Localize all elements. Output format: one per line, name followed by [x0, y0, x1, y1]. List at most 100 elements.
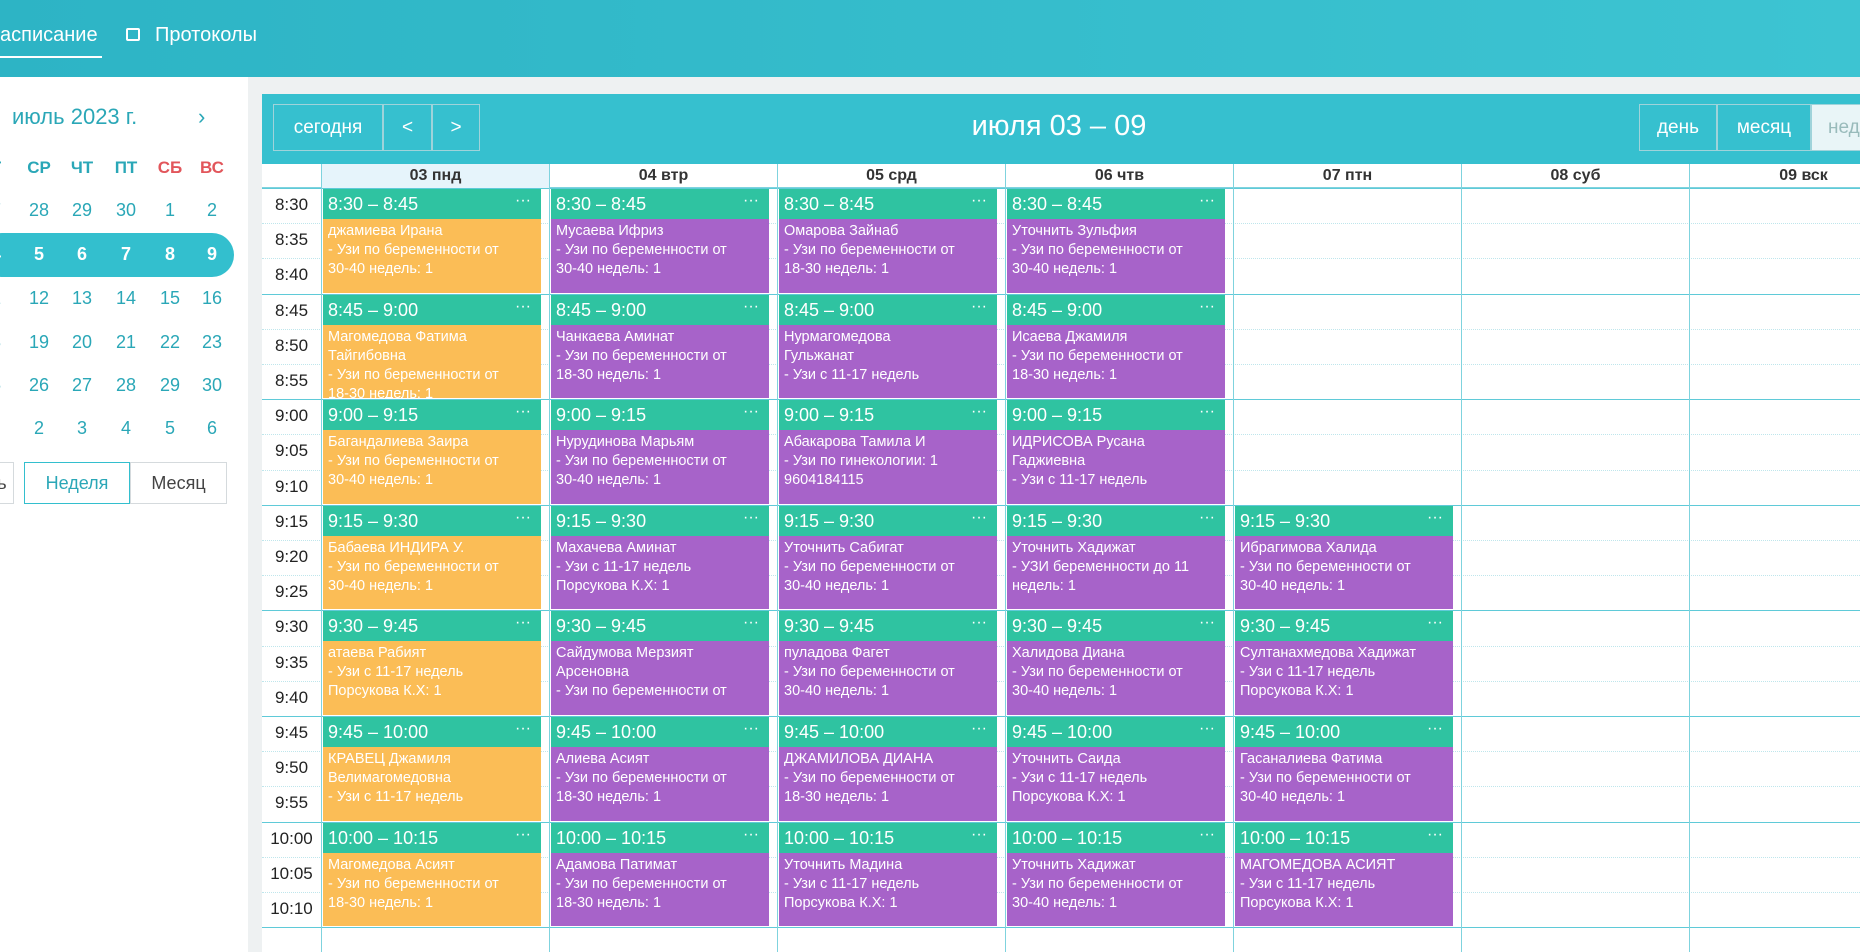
day-number[interactable]: 5 [164, 418, 175, 438]
appointment[interactable]: 9:45 – 10:00 ··· ДЖАМИЛОВА ДИАНА - Узи по б… [779, 717, 997, 821]
day-number[interactable]: 2 [206, 200, 217, 220]
nav-item[interactable]: Протоколы [155, 24, 257, 46]
month-next[interactable]: › [198, 104, 206, 129]
day-number[interactable]: 1 [0, 288, 16, 309]
day-number[interactable]: 27 [71, 375, 93, 395]
appointment[interactable]: 10:00 – 10:15 ··· Уточнить Мадина - Узи с 1… [779, 822, 997, 927]
appointment-menu[interactable]: ··· [1427, 825, 1443, 843]
day-number[interactable]: 3 [76, 418, 87, 438]
day-number[interactable]: 4 [0, 244, 16, 265]
appointment-menu[interactable]: ··· [1427, 720, 1443, 737]
appointment[interactable]: 8:45 – 9:00 ··· Исаева Джамиля - Узи по бер… [1007, 294, 1225, 399]
day-number[interactable]: 6 [206, 418, 217, 438]
day-number[interactable]: 2 [33, 418, 44, 438]
appointment-menu[interactable]: ··· [743, 720, 759, 737]
day-number[interactable]: 15 [159, 288, 181, 308]
day-number[interactable]: 6 [76, 244, 87, 264]
day-number[interactable]: 1 [164, 200, 175, 220]
appointment[interactable]: 10:00 – 10:15 ··· Уточнить Хадижат - Узи по… [1007, 822, 1225, 927]
day-number[interactable]: 28 [115, 375, 137, 395]
day-number[interactable]: 28 [28, 200, 50, 220]
appointment[interactable]: 8:30 – 8:45 ··· джамиева Ирана - Узи по бер… [323, 189, 541, 293]
appointment[interactable]: 8:45 – 9:00 ··· Нурмагомедова Гульжанат - Уз… [779, 294, 997, 399]
appointment-menu[interactable]: ··· [515, 403, 531, 421]
appointment-menu[interactable]: ··· [743, 192, 759, 209]
view-button[interactable]: Неделя [24, 462, 130, 504]
appointment[interactable]: 9:30 – 9:45 ··· Сайдумова Мерзият Арсеновна… [551, 611, 769, 715]
day-number[interactable]: 26 [28, 375, 50, 395]
appointment[interactable]: 8:30 – 8:45 ··· Уточнить Зульфия - Узи по б… [1007, 189, 1225, 293]
appointment[interactable]: 10:00 – 10:15 ··· Магомедова Асият - Узи по… [323, 822, 541, 927]
appointment-menu[interactable]: ··· [743, 297, 759, 315]
prev-button[interactable]: < [383, 104, 432, 151]
appointment[interactable]: 9:00 – 9:15 ··· ИДРИСОВА Русана Гаджиевна - … [1007, 400, 1225, 504]
today-button[interactable]: сегодня [273, 104, 383, 151]
appointment[interactable]: 9:00 – 9:15 ··· Абакарова Тамила И - Узи по… [779, 400, 997, 504]
view-button[interactable]: ь [0, 462, 14, 504]
appointment-menu[interactable]: ··· [971, 508, 987, 526]
appointment-menu[interactable]: ··· [743, 403, 759, 421]
day-number[interactable]: 4 [120, 418, 131, 438]
appointment-menu[interactable]: ··· [971, 403, 987, 421]
appointment-menu[interactable]: ··· [971, 297, 987, 315]
day-number[interactable]: 23 [201, 332, 223, 352]
appointment-menu[interactable]: ··· [1427, 614, 1443, 632]
appointment[interactable]: 8:45 – 9:00 ··· Магомедова Фатима Тайгибовн… [323, 294, 541, 399]
appointment[interactable]: 9:45 – 10:00 ··· Гасаналиева Фатима - Узи п… [1235, 717, 1453, 821]
appointment-menu[interactable]: ··· [743, 825, 759, 843]
day-number[interactable]: 12 [28, 288, 50, 308]
appointment[interactable]: 9:30 – 9:45 ··· атаева Рабият - Узи с 11-17… [323, 611, 541, 715]
view-tab[interactable]: месяц [1717, 104, 1811, 151]
day-number[interactable]: 20 [71, 332, 93, 352]
appointment-menu[interactable]: ··· [1199, 403, 1215, 421]
day-number[interactable]: 16 [201, 288, 223, 308]
appointment[interactable]: 9:00 – 9:15 ··· Нурудинова Марьям - Узи по … [551, 400, 769, 504]
day-number[interactable]: 19 [28, 332, 50, 352]
day-number[interactable]: 29 [71, 200, 93, 220]
appointment-menu[interactable]: ··· [515, 508, 531, 526]
appointment-menu[interactable]: ··· [743, 614, 759, 632]
day-number[interactable]: 21 [115, 332, 137, 352]
appointment[interactable]: 9:00 – 9:15 ··· Багандалиева Заира - Узи по… [323, 400, 541, 504]
appointment-menu[interactable]: ··· [1199, 614, 1215, 632]
appointment-menu[interactable]: ··· [1199, 720, 1215, 737]
appointment[interactable]: 10:00 – 10:15 ··· Адамова Патимат - Узи по … [551, 822, 769, 927]
appointment[interactable]: 9:45 – 10:00 ··· КРАВЕЦ Джамиля Велимагомед… [323, 717, 541, 821]
appointment[interactable]: 9:45 – 10:00 ··· Уточнить Саида - Узи с 11-… [1007, 717, 1225, 821]
view-tab[interactable]: нед [1811, 104, 1860, 151]
appointment[interactable]: 9:15 – 9:30 ··· Уточнить Хадижат - УЗИ бере… [1007, 505, 1225, 610]
appointment-menu[interactable]: ··· [1199, 508, 1215, 526]
appointment[interactable]: 8:30 – 8:45 ··· Мусаева Ифриз - Узи по бере… [551, 189, 769, 293]
appointment-menu[interactable]: ··· [515, 297, 531, 315]
appointment-menu[interactable]: ··· [971, 192, 987, 209]
day-number[interactable]: 8 [0, 332, 16, 353]
day-number[interactable]: 7 [120, 244, 131, 264]
appointment[interactable]: 9:30 – 9:45 ··· пуладова Фагет - Узи по бер… [779, 611, 997, 715]
day-number[interactable]: 9 [206, 244, 217, 264]
day-number[interactable]: 30 [115, 200, 137, 220]
day-number[interactable]: 7 [0, 200, 16, 221]
view-tab[interactable]: день [1639, 104, 1717, 151]
appointment[interactable]: 9:30 – 9:45 ··· Султанахмедова Хадижат - Уз… [1235, 611, 1453, 715]
appointment[interactable]: 8:45 – 9:00 ··· Чанкаева Аминат - Узи по бе… [551, 294, 769, 399]
appointment-menu[interactable]: ··· [515, 720, 531, 737]
day-number[interactable]: 8 [164, 244, 175, 264]
day-number[interactable]: 29 [159, 375, 181, 395]
day-number[interactable]: 13 [71, 288, 93, 308]
day-number[interactable]: 30 [201, 375, 223, 395]
appointment-menu[interactable]: ··· [971, 614, 987, 632]
day-number[interactable]: 22 [159, 332, 181, 352]
appointment[interactable]: 9:15 – 9:30 ··· Уточнить Сабигат - Узи по б… [779, 505, 997, 610]
appointment[interactable]: 9:15 – 9:30 ··· Бабаева ИНДИРА У. - Узи по … [323, 505, 541, 610]
next-button[interactable]: > [432, 104, 480, 151]
day-number[interactable]: 14 [115, 288, 137, 308]
appointment-menu[interactable]: ··· [1199, 825, 1215, 843]
day-number[interactable]: 5 [33, 244, 44, 264]
appointment-menu[interactable]: ··· [1427, 508, 1443, 526]
appointment[interactable]: 9:45 – 10:00 ··· Алиева Асият - Узи по бере… [551, 717, 769, 821]
appointment-menu[interactable]: ··· [743, 508, 759, 526]
nav-item[interactable]: асписание [0, 24, 98, 46]
appointment-menu[interactable]: ··· [515, 192, 531, 209]
appointment-menu[interactable]: ··· [515, 825, 531, 843]
appointment[interactable]: 9:30 – 9:45 ··· Халидова Диана - Узи по бер… [1007, 611, 1225, 715]
